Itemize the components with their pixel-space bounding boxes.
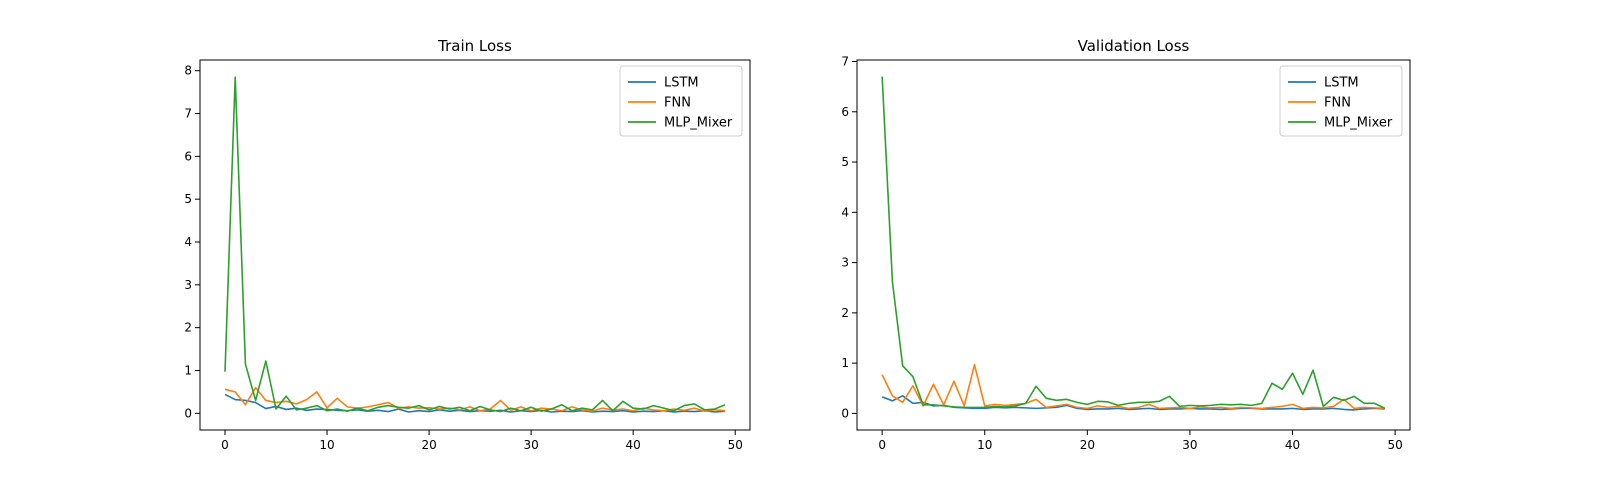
y-tick-label: 5 <box>841 155 849 169</box>
legend: LSTM FNN MLP_Mixer <box>619 65 743 137</box>
x-tick-label: 20 <box>421 438 436 452</box>
series-line-mlp-mixer <box>224 76 726 413</box>
y-tick-label: 7 <box>841 55 849 69</box>
plot-frame <box>199 59 751 431</box>
x-tick-label: 0 <box>878 438 886 452</box>
y-tick-label: 6 <box>841 105 849 119</box>
x-tick-label: 40 <box>626 438 641 452</box>
legend-label: MLP_Mixer <box>664 116 733 131</box>
y-tick-label: 3 <box>841 256 849 270</box>
series-line-mlp-mixer <box>881 76 1386 410</box>
y-tick-label: 2 <box>184 321 192 335</box>
chart-title: Validation Loss <box>1078 37 1190 55</box>
x-tick-label: 0 <box>221 438 229 452</box>
legend-label: MLP_Mixer <box>1324 116 1393 131</box>
y-tick-label: 2 <box>841 306 849 320</box>
x-tick-label: 40 <box>1285 438 1300 452</box>
y-tick-label: 5 <box>184 192 192 206</box>
series-line-fnn <box>881 363 1385 410</box>
y-tick-label: 1 <box>841 356 849 370</box>
legend-label: LSTM <box>664 76 699 91</box>
y-tick-label: 0 <box>841 406 849 420</box>
y-tick-label: 8 <box>184 64 192 78</box>
legend-box <box>619 65 743 137</box>
plot-frame <box>856 59 1411 431</box>
chart-panel-2: Validation Loss 0 10 20 30 40 50 0 1 2 3 4 5 6 7 LSTM FN… <box>841 37 1411 452</box>
x-tick-label: 50 <box>1387 438 1402 452</box>
legend-label: LSTM <box>1324 76 1359 91</box>
x-tick-label: 50 <box>728 438 743 452</box>
y-tick-label: 1 <box>184 363 192 377</box>
series-line-lstm <box>224 393 726 413</box>
x-tick-label: 10 <box>977 438 992 452</box>
legend-box <box>1279 65 1403 137</box>
x-tick-label: 30 <box>1182 438 1197 452</box>
y-tick-label: 4 <box>184 235 192 249</box>
y-tick-label: 0 <box>184 406 192 420</box>
chart-panel-1: Train Loss 0 10 20 30 40 50 0 1 2 3 4 5 6 7 8 LSTM FNN MLP… <box>184 37 751 452</box>
x-tick-label: 20 <box>1080 438 1095 452</box>
y-tick-label: 4 <box>841 205 849 219</box>
x-tick-label: 10 <box>319 438 334 452</box>
y-tick-label: 7 <box>184 107 192 121</box>
y-tick-label: 3 <box>184 278 192 292</box>
legend: LSTM FNN MLP_Mixer <box>1279 65 1403 137</box>
legend-label: FNN <box>664 96 691 111</box>
x-tick-label: 30 <box>523 438 538 452</box>
y-tick-label: 6 <box>184 149 192 163</box>
legend-label: FNN <box>1324 96 1351 111</box>
chart-title: Train Loss <box>437 37 512 55</box>
